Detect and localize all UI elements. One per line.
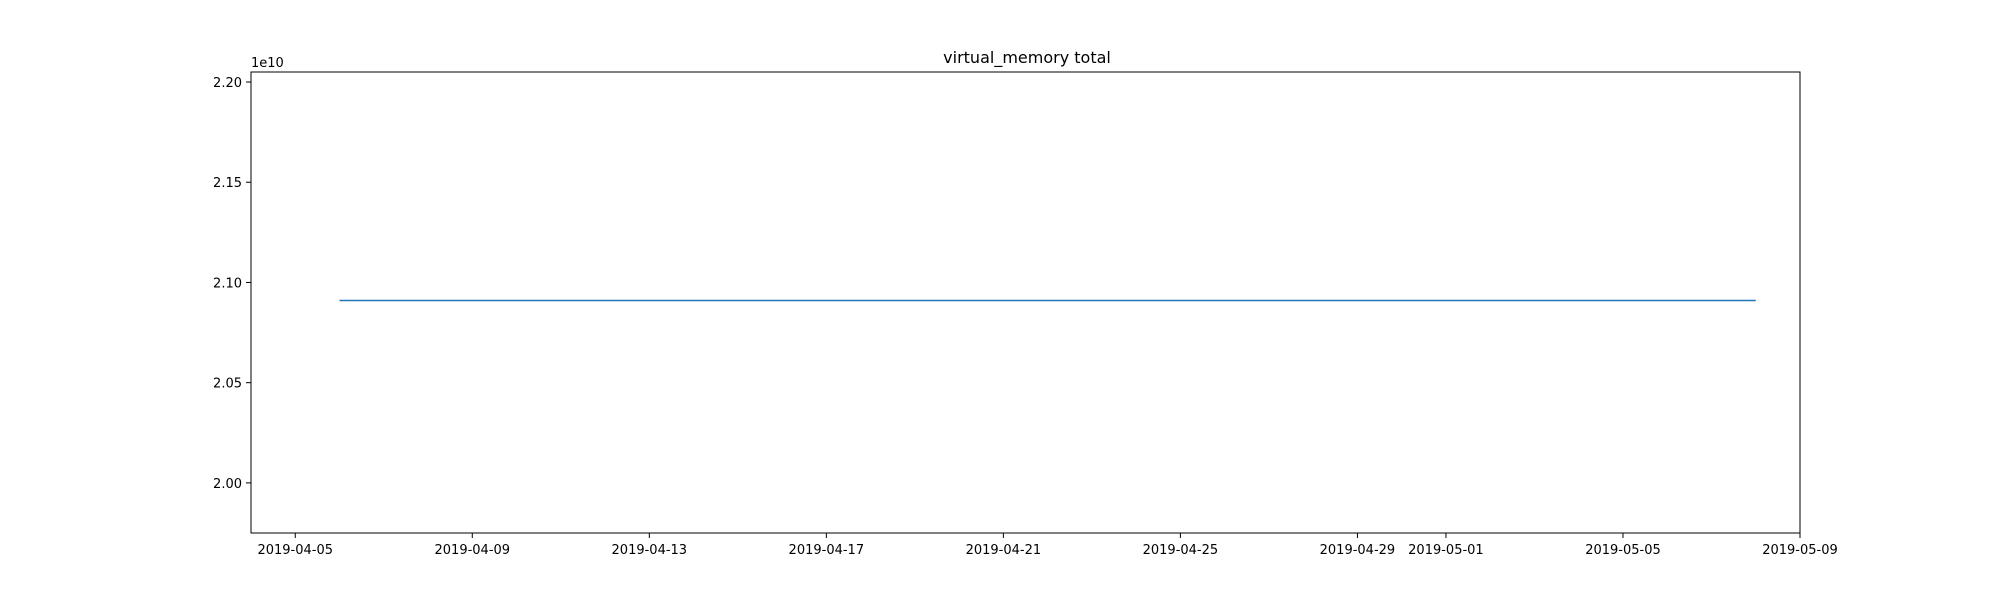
y-tick-label: 2.00 xyxy=(213,477,242,492)
x-tick-label: 2019-04-17 xyxy=(789,543,865,558)
x-tick-label: 2019-04-13 xyxy=(612,543,688,558)
y-tick-label: 2.05 xyxy=(213,377,242,392)
x-tick-label: 2019-05-05 xyxy=(1585,543,1661,558)
x-tick-label: 2019-05-09 xyxy=(1762,543,1838,558)
x-tick-label: 2019-04-25 xyxy=(1143,543,1219,558)
y-tick-label: 2.15 xyxy=(213,176,242,191)
chart-title: virtual_memory total xyxy=(943,48,1111,68)
x-tick-label: 2019-04-21 xyxy=(966,543,1042,558)
x-tick-label: 2019-05-01 xyxy=(1408,543,1484,558)
y-tick-label: 2.10 xyxy=(213,276,242,291)
plot-area: 2019-04-05 2019-04-09 2019-04-13 2019-04-17… xyxy=(213,76,1838,558)
x-tick-label: 2019-04-29 xyxy=(1320,543,1396,558)
y-axis-offset-label: 1e10 xyxy=(251,56,284,71)
axes-frame xyxy=(250,71,1801,534)
y-tick-label: 2.20 xyxy=(213,76,242,91)
x-tick-label: 2019-04-05 xyxy=(257,543,333,558)
x-tick-label: 2019-04-09 xyxy=(435,543,511,558)
